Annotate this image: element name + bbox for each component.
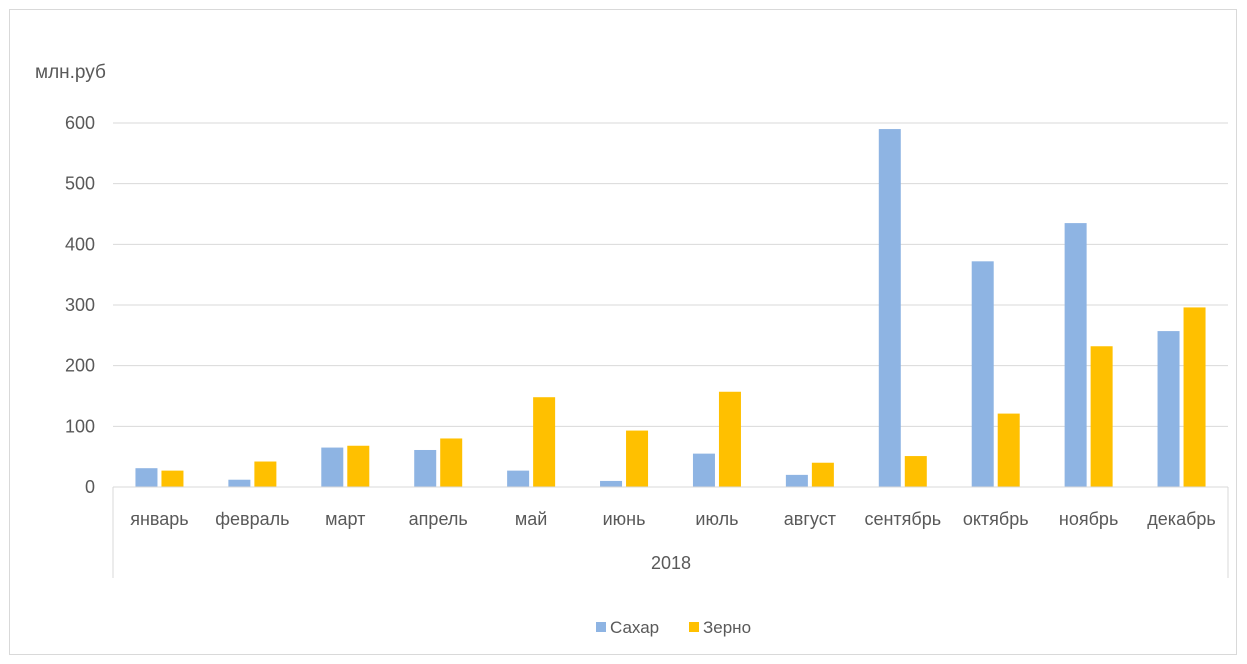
x-tick-label: октябрь	[963, 509, 1029, 529]
y-tick-label: 600	[65, 113, 95, 133]
x-tick-label: июль	[695, 509, 738, 529]
bar	[135, 468, 158, 487]
bars	[135, 129, 1206, 488]
x-tick-label: май	[515, 509, 547, 529]
bar	[718, 391, 741, 487]
legend: Сахар Зерно	[596, 618, 751, 637]
y-tick-label: 200	[65, 356, 95, 376]
legend-label: Зерно	[703, 618, 751, 637]
y-tick-label: 0	[85, 477, 95, 497]
bar	[414, 449, 437, 487]
bar	[785, 474, 808, 487]
x-tick-label: август	[784, 509, 836, 529]
x-tick-label: март	[325, 509, 365, 529]
bar	[811, 462, 834, 487]
bar	[228, 479, 251, 487]
bar	[1090, 346, 1113, 487]
bar	[533, 397, 556, 487]
legend-swatch	[596, 622, 606, 632]
bar	[507, 470, 530, 487]
bar	[1064, 223, 1087, 487]
y-tick-labels: 0 100 200 300 400 500 600	[65, 113, 95, 497]
bar	[600, 480, 623, 487]
y-tick-label: 500	[65, 174, 95, 194]
bar	[440, 438, 463, 487]
x-tick-label: апрель	[409, 509, 468, 529]
legend-swatch	[689, 622, 699, 632]
bar	[997, 413, 1020, 487]
y-tick-label: 100	[65, 416, 95, 436]
y-tick-label: 400	[65, 234, 95, 254]
bar	[1157, 331, 1180, 487]
bar	[626, 430, 649, 487]
bar	[347, 445, 370, 487]
bar	[971, 261, 994, 487]
bar	[692, 453, 715, 487]
x-tick-label: ноябрь	[1059, 509, 1118, 529]
bar	[321, 447, 344, 487]
bar	[1183, 307, 1206, 487]
bar	[161, 470, 184, 487]
bar	[904, 456, 927, 487]
y-tick-label: 300	[65, 295, 95, 315]
gridlines	[113, 122, 1228, 427]
x-tick-label: январь	[130, 509, 188, 529]
bar	[254, 461, 277, 487]
y-axis-label: млн.руб	[35, 62, 106, 83]
x-tick-label: сентябрь	[864, 509, 941, 529]
chart-frame	[9, 9, 1237, 655]
bar	[878, 129, 901, 488]
legend-label: Сахар	[610, 618, 659, 637]
x-axis: январь февраль март апрель май июнь июль август…	[112, 486, 1229, 578]
x-tick-label: июнь	[603, 509, 646, 529]
x-group-label: 2018	[651, 553, 691, 573]
x-tick-label: декабрь	[1147, 509, 1216, 529]
x-tick-label: февраль	[215, 509, 289, 529]
